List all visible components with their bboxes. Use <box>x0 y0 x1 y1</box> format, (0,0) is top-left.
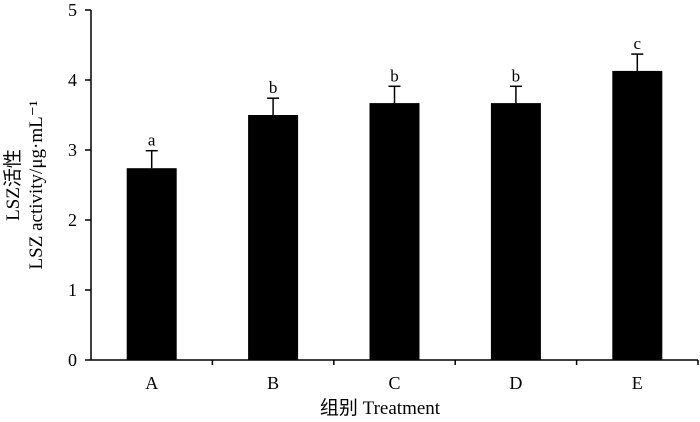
y-axis-title-line-1: LSZ活性 <box>2 149 24 221</box>
bar <box>490 103 541 360</box>
x-axis-ticks: A B C D E <box>145 360 699 393</box>
plot-area: a b b b c <box>126 34 663 361</box>
bar <box>369 103 420 360</box>
y-axis-ticks: 0 1 2 3 4 5 <box>68 0 91 370</box>
y-tick-label: 4 <box>68 70 77 90</box>
significance-label: a <box>148 131 156 150</box>
y-tick-label: 2 <box>68 210 77 230</box>
y-tick-label: 5 <box>68 0 77 20</box>
x-tick-label: A <box>145 373 158 393</box>
y-tick-label: 3 <box>68 140 77 160</box>
y-axis-title-line-2: LSZ activity/μg·mL⁻¹ <box>26 100 47 269</box>
significance-label: b <box>390 66 399 85</box>
significance-label: b <box>512 66 521 85</box>
y-tick-label: 1 <box>68 280 77 300</box>
significance-label: c <box>634 34 642 53</box>
x-tick-label: C <box>388 373 400 393</box>
x-tick-label: E <box>632 373 643 393</box>
x-tick-label: B <box>267 373 279 393</box>
x-tick-label: D <box>509 373 522 393</box>
x-axis-title: 组别 Treatment <box>320 397 441 419</box>
y-tick-label: 0 <box>68 350 77 370</box>
significance-label: b <box>269 78 278 97</box>
bar <box>126 168 177 360</box>
bar <box>248 115 299 360</box>
bar <box>612 70 663 361</box>
